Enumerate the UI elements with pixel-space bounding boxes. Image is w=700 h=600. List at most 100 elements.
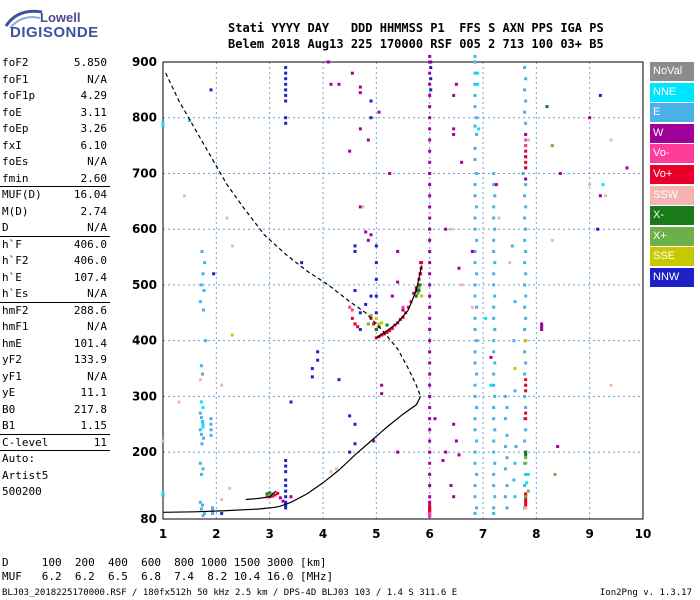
x-tick-label: 6 — [425, 527, 433, 541]
echo-point — [428, 372, 432, 376]
legend-entry-nne: NNE — [650, 82, 694, 102]
legend-entry-w: W — [650, 123, 694, 143]
param-value: 4.29 — [80, 89, 108, 102]
echo-point — [212, 272, 216, 276]
echo-point — [473, 183, 477, 187]
echo-point — [489, 383, 493, 387]
echo-point — [199, 432, 203, 436]
echo-point — [203, 261, 207, 265]
echo-point — [358, 205, 362, 209]
echo-point — [329, 82, 333, 86]
param-name: foF1 — [2, 72, 29, 86]
echo-point — [428, 361, 432, 365]
echo-point — [268, 491, 272, 495]
echo-point — [380, 321, 384, 325]
x-tick-label: 1 — [159, 527, 167, 541]
echo-point — [524, 183, 528, 187]
echo-point — [200, 249, 204, 253]
echo-point — [545, 105, 549, 109]
echo-point — [492, 249, 496, 253]
echo-point — [604, 194, 608, 198]
echo-point — [161, 439, 165, 443]
echo-point — [374, 328, 378, 332]
echo-point — [596, 227, 600, 231]
echo-point — [524, 428, 528, 432]
echo-point — [476, 71, 480, 75]
echo-point — [284, 93, 288, 97]
echo-point — [201, 406, 205, 410]
echo-point — [492, 506, 496, 510]
echo-point — [284, 489, 288, 493]
echo-point — [524, 294, 528, 298]
echo-point — [524, 378, 528, 382]
file-info: BLJ03_2018225170000.RSF / 180fx512h 50 k… — [2, 588, 458, 598]
echo-point — [513, 300, 517, 304]
echo-point — [473, 450, 477, 454]
param-value: 1.15 — [80, 419, 108, 432]
param-value: 101.4 — [73, 336, 107, 350]
echo-point — [484, 316, 488, 320]
echo-point — [428, 149, 432, 153]
x-tick-label: 4 — [319, 527, 327, 541]
echo-point — [513, 367, 517, 371]
echo-point — [494, 183, 498, 187]
echo-point — [203, 511, 207, 515]
echo-point — [473, 249, 477, 253]
param-name: MUF(D) — [2, 188, 42, 201]
echo-point — [199, 416, 203, 420]
echo-point — [473, 82, 477, 86]
echo-point — [428, 127, 432, 131]
echo-point — [454, 82, 458, 86]
echo-point — [524, 472, 528, 476]
echo-point — [523, 88, 527, 92]
echo-point — [524, 497, 528, 501]
echo-point — [475, 439, 479, 443]
echo-point — [209, 88, 213, 92]
echo-point — [369, 314, 373, 318]
echo-point — [329, 470, 333, 474]
echo-point — [334, 467, 338, 471]
echo-point — [428, 227, 432, 231]
echo-point — [523, 66, 527, 70]
echo-point — [523, 305, 527, 309]
echo-point — [428, 406, 432, 410]
echo-point — [276, 491, 280, 495]
echo-point — [473, 316, 477, 320]
echo-point — [524, 456, 528, 460]
echo-point — [374, 244, 378, 248]
echo-point — [428, 428, 432, 432]
echo-point — [609, 383, 613, 387]
echo-point — [348, 414, 352, 418]
echo-point — [470, 305, 474, 309]
echo-point — [417, 286, 421, 290]
echo-point — [225, 216, 229, 220]
param-name: hmF1 — [2, 320, 29, 333]
echo-point — [428, 511, 432, 515]
header-values: Belem 2018 Aug13 225 170000 RSF 005 2 71… — [228, 37, 604, 51]
echo-point — [428, 450, 432, 454]
echo-point — [524, 166, 528, 170]
echo-point — [457, 266, 461, 270]
echo-point — [265, 492, 269, 496]
echo-point — [460, 160, 464, 164]
echo-point — [428, 500, 432, 504]
muf-table: D 100 200 400 600 800 1000 1500 3000 [km… — [2, 556, 333, 584]
echo-point — [523, 328, 527, 332]
echo-point — [473, 484, 477, 488]
echo-point — [428, 514, 432, 518]
param-row: yE 11.1 — [2, 385, 107, 401]
echo-point — [414, 294, 418, 298]
param-value: 217.8 — [73, 402, 107, 416]
echo-point — [268, 493, 272, 497]
param-name: M(D) — [2, 204, 29, 218]
param-name: foF1p — [2, 89, 36, 102]
echo-point — [523, 261, 527, 265]
echo-point — [406, 305, 410, 309]
echo-point — [385, 323, 389, 327]
echo-point — [473, 227, 477, 231]
echo-point — [199, 364, 203, 368]
echo-point — [473, 511, 477, 515]
echo-point — [428, 495, 432, 499]
echo-point — [209, 433, 213, 437]
echo-point — [374, 316, 378, 320]
